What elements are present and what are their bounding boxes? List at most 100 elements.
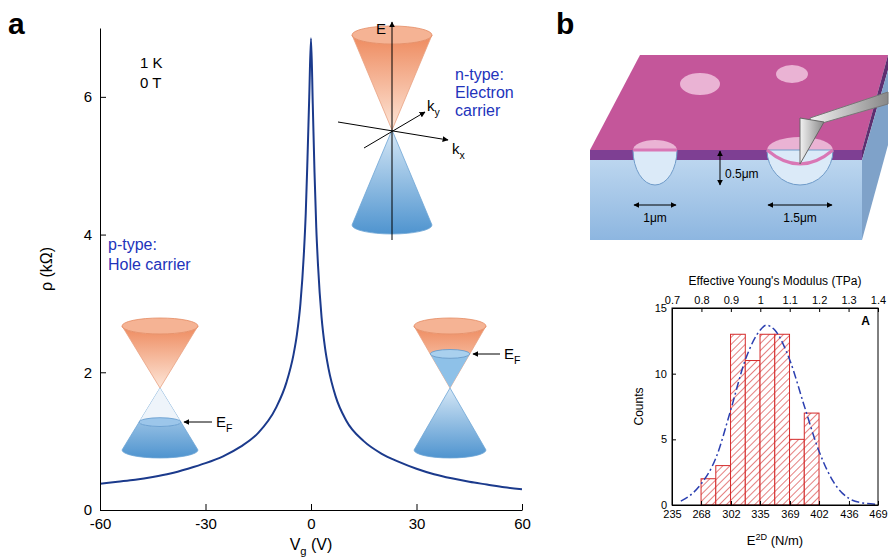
fermi-arrow	[473, 354, 500, 355]
hole	[633, 140, 677, 150]
axis: 0 5 10 15	[655, 302, 676, 511]
panel-label: b	[556, 7, 574, 40]
x-axis-title-main: E	[747, 533, 756, 548]
tick: 30	[409, 504, 426, 532]
tick: 15	[655, 302, 676, 314]
tick-label: 60	[514, 515, 531, 532]
fermi-level	[430, 350, 470, 359]
tick-label: 4	[84, 226, 92, 243]
tick-mark	[819, 308, 820, 312]
tick-label: 5	[661, 433, 667, 445]
top-axis-title: Effective Young's Modulus (TPa)	[689, 274, 862, 288]
tick-mark	[100, 97, 106, 98]
axis-line	[673, 505, 879, 506]
fermi-arrow	[184, 422, 212, 423]
lower-cone	[122, 388, 198, 458]
resistivity-curve	[100, 38, 522, 489]
tick: 1.2	[812, 294, 827, 312]
tick-mark	[206, 504, 207, 510]
tick-mark	[731, 308, 732, 312]
tick-mark	[760, 308, 761, 312]
tick: 402	[810, 501, 828, 520]
tick-label: 369	[781, 508, 799, 520]
x-axis-title-sup: 2D	[755, 532, 767, 542]
tick: 0	[661, 499, 676, 511]
upper-cone	[122, 326, 198, 388]
annotation: Electron	[455, 84, 514, 101]
tick-mark	[878, 501, 879, 505]
tick-label: 0	[307, 515, 315, 532]
axis-line	[672, 309, 673, 506]
electron-region	[430, 354, 470, 388]
tick-mark	[672, 308, 676, 309]
tick-label: -30	[195, 515, 217, 532]
annotation-main: E	[216, 413, 226, 430]
afm-tip	[800, 118, 824, 164]
annotation-sub: F	[514, 354, 520, 366]
histogram-bar	[745, 361, 760, 505]
histogram-bar	[804, 413, 819, 505]
fit-curve	[681, 325, 878, 504]
annotation-main: 1 K	[140, 54, 163, 71]
tick-mark	[790, 501, 791, 505]
tick: 1	[758, 294, 764, 312]
annotation: 1 K	[140, 54, 163, 71]
tick: 0	[84, 501, 106, 518]
tick-mark	[731, 501, 732, 505]
tick-mark	[417, 504, 418, 510]
y-axis-title: Counts	[632, 387, 646, 425]
x-axis-title-main: V	[290, 536, 301, 553]
annotation: 0 T	[140, 74, 161, 91]
tick: 0	[307, 504, 315, 532]
annotation-sub: F	[226, 422, 232, 434]
top-surface	[590, 55, 888, 150]
axis: 0.70.80.911.11.21.31.4	[665, 294, 886, 312]
tick-label: 1	[758, 294, 764, 306]
tick-mark	[672, 439, 676, 440]
tick-label: 30	[409, 515, 426, 532]
annotation: Hole carrier	[108, 256, 191, 273]
tick: -30	[195, 504, 217, 532]
tick: 2	[84, 364, 106, 381]
ky-axis	[364, 112, 425, 148]
x-axis-title-tail: (V)	[307, 536, 333, 553]
axis: -60-3003060	[90, 504, 531, 532]
annotation: EF	[504, 345, 520, 366]
tick-label: 1.4	[871, 294, 886, 306]
figure: ab-60-30030600246Vg (V)ρ (kΩ)1 K0 Tn-typ…	[0, 0, 896, 560]
axis-line	[101, 510, 523, 511]
tick: 60	[514, 504, 531, 532]
tick-label: 302	[722, 508, 740, 520]
cone-rim	[414, 318, 486, 334]
histogram-bar	[775, 334, 790, 505]
tick-mark	[701, 501, 702, 505]
histogram-bar	[716, 466, 731, 505]
dimension-label: 1μm	[643, 211, 667, 225]
tick: 4	[84, 226, 106, 243]
tick-label: 436	[840, 508, 858, 520]
tick-mark	[672, 374, 676, 375]
x-axis-title: Vg (V)	[290, 536, 333, 557]
tick-label: 0.7	[665, 294, 680, 306]
annotation: ky	[427, 97, 441, 118]
tick: 436	[840, 501, 858, 520]
dirac-cones	[122, 22, 500, 458]
dimension-arrow	[720, 151, 721, 185]
tick: 6	[84, 88, 106, 105]
tick-label: 0.9	[724, 294, 739, 306]
annotation-sub: x	[460, 149, 466, 161]
tick-mark	[100, 510, 106, 511]
dimension-label: 0.5μm	[725, 167, 759, 181]
tick-label: 6	[84, 88, 92, 105]
tick-label: 10	[655, 368, 667, 380]
tick-mark	[100, 235, 106, 236]
panel-a: -60-30030600246Vg (V)ρ (kΩ)1 K0 Tn-type:…	[38, 20, 531, 557]
annotation: kx	[452, 140, 466, 161]
plot-frame	[672, 308, 878, 505]
tick-mark	[760, 501, 761, 505]
annotation: carrier	[455, 102, 501, 119]
fermi-level	[139, 418, 181, 427]
tick: 1.4	[871, 294, 886, 312]
annotation: EF	[216, 413, 232, 434]
tick-label: 1.3	[841, 294, 856, 306]
